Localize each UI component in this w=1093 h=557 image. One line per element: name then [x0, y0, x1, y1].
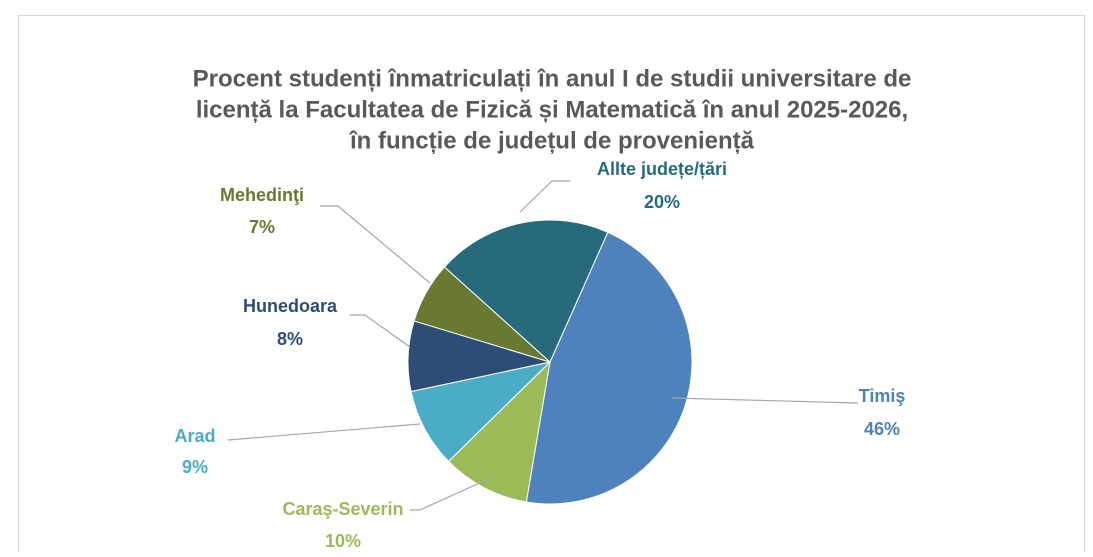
slice-value: 8%: [277, 329, 303, 349]
slice-value: 46%: [864, 419, 900, 439]
slice-label: Mehedinţi: [220, 185, 304, 205]
leader-line: [350, 314, 411, 348]
leader-line: [519, 180, 570, 213]
slice-value: 10%: [325, 531, 361, 551]
slice-label: Hunedoara: [243, 296, 338, 316]
leader-line: [227, 423, 421, 441]
pie-slice: [443, 219, 609, 363]
leader-line: [320, 205, 431, 284]
slice-value: 9%: [182, 457, 208, 477]
leader-line: [671, 397, 859, 404]
slice-label: Timiş: [859, 386, 906, 406]
chart-title: licență la Facultatea de Fizică și Matem…: [196, 96, 908, 123]
slice-value: 20%: [644, 192, 680, 212]
slice-label: Allte județe/țări: [597, 159, 727, 179]
slice-label: Caraş-Severin: [282, 499, 403, 519]
pie-slice: [525, 231, 693, 505]
chart-title: Procent studenți înmatriculați în anul I…: [193, 65, 912, 92]
pie-slice: [410, 361, 552, 463]
leader-line: [410, 475, 496, 511]
slice-value: 7%: [249, 217, 275, 237]
chart-title: în funcție de județul de proveniență: [349, 127, 755, 154]
pie-slice: [447, 360, 551, 503]
slice-label: Arad: [174, 426, 215, 446]
